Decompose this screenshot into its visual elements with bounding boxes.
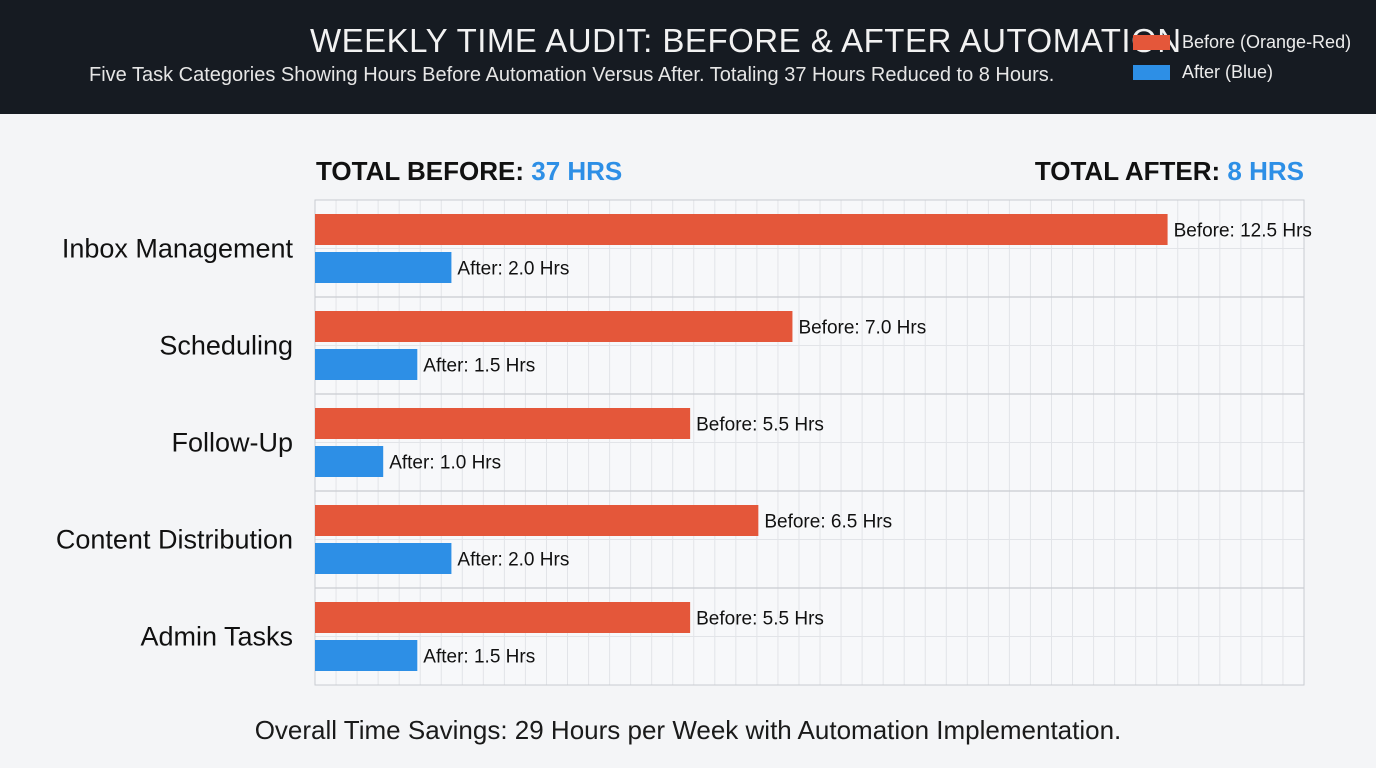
bar-after (315, 349, 418, 380)
bar-after (315, 543, 452, 574)
data-label-after: After: 1.0 Hrs (389, 453, 501, 474)
bar-after (315, 252, 452, 283)
legend-swatch-after (1133, 65, 1170, 80)
legend-swatch-before (1133, 35, 1170, 50)
bar-before (315, 602, 691, 633)
footer-summary: Overall Time Savings: 29 Hours per Week … (254, 715, 1122, 745)
data-label-after: After: 1.5 Hrs (423, 647, 535, 668)
total-after-value: 8 HRS (1227, 156, 1304, 186)
data-label-before: Before: 6.5 Hrs (764, 512, 892, 533)
data-label-after: After: 1.5 Hrs (423, 356, 535, 377)
category-label: Admin Tasks (140, 622, 293, 652)
bar-after (315, 446, 384, 477)
data-label-before: Before: 7.0 Hrs (798, 318, 926, 339)
plot-border (314, 199, 1305, 686)
data-label-after: After: 2.0 Hrs (457, 550, 569, 571)
header-banner: WEEKLY TIME AUDIT: BEFORE & AFTER AUTOMA… (0, 0, 1376, 114)
data-label-after: After: 2.0 Hrs (457, 259, 569, 280)
chart-subtitle: Five Task Categories Showing Hours Befor… (89, 64, 1055, 86)
legend-label-after: After (Blue) (1182, 62, 1274, 82)
bar-after (315, 640, 418, 671)
category-label: Follow-Up (171, 428, 293, 458)
bar-before (315, 505, 759, 536)
chart-title: WEEKLY TIME AUDIT: BEFORE & AFTER AUTOMA… (310, 22, 1182, 59)
category-label: Inbox Management (62, 234, 294, 264)
category-label: Scheduling (159, 331, 293, 361)
legend-item-after: After (Blue) (1133, 62, 1273, 83)
total-before-value: 37 HRS (531, 156, 623, 186)
data-label-before: Before: 5.5 Hrs (696, 609, 824, 630)
bar-before (315, 408, 691, 439)
legend-label-before: Before (Orange-Red) (1182, 32, 1352, 52)
bar-before (315, 311, 793, 342)
bar-before (315, 214, 1168, 245)
total-after-label: TOTAL AFTER: (1034, 156, 1221, 186)
category-label: Content Distribution (56, 525, 293, 555)
total-before-label: TOTAL BEFORE: (316, 156, 524, 186)
total-after: TOTAL AFTER: 8 HRS (1035, 156, 1304, 187)
legend-item-before: Before (Orange-Red) (1133, 32, 1351, 53)
data-label-before: Before: 5.5 Hrs (696, 415, 824, 436)
total-before: TOTAL BEFORE: 37 HRS (316, 156, 622, 187)
data-label-before: Before: 12.5 Hrs (1174, 221, 1312, 242)
